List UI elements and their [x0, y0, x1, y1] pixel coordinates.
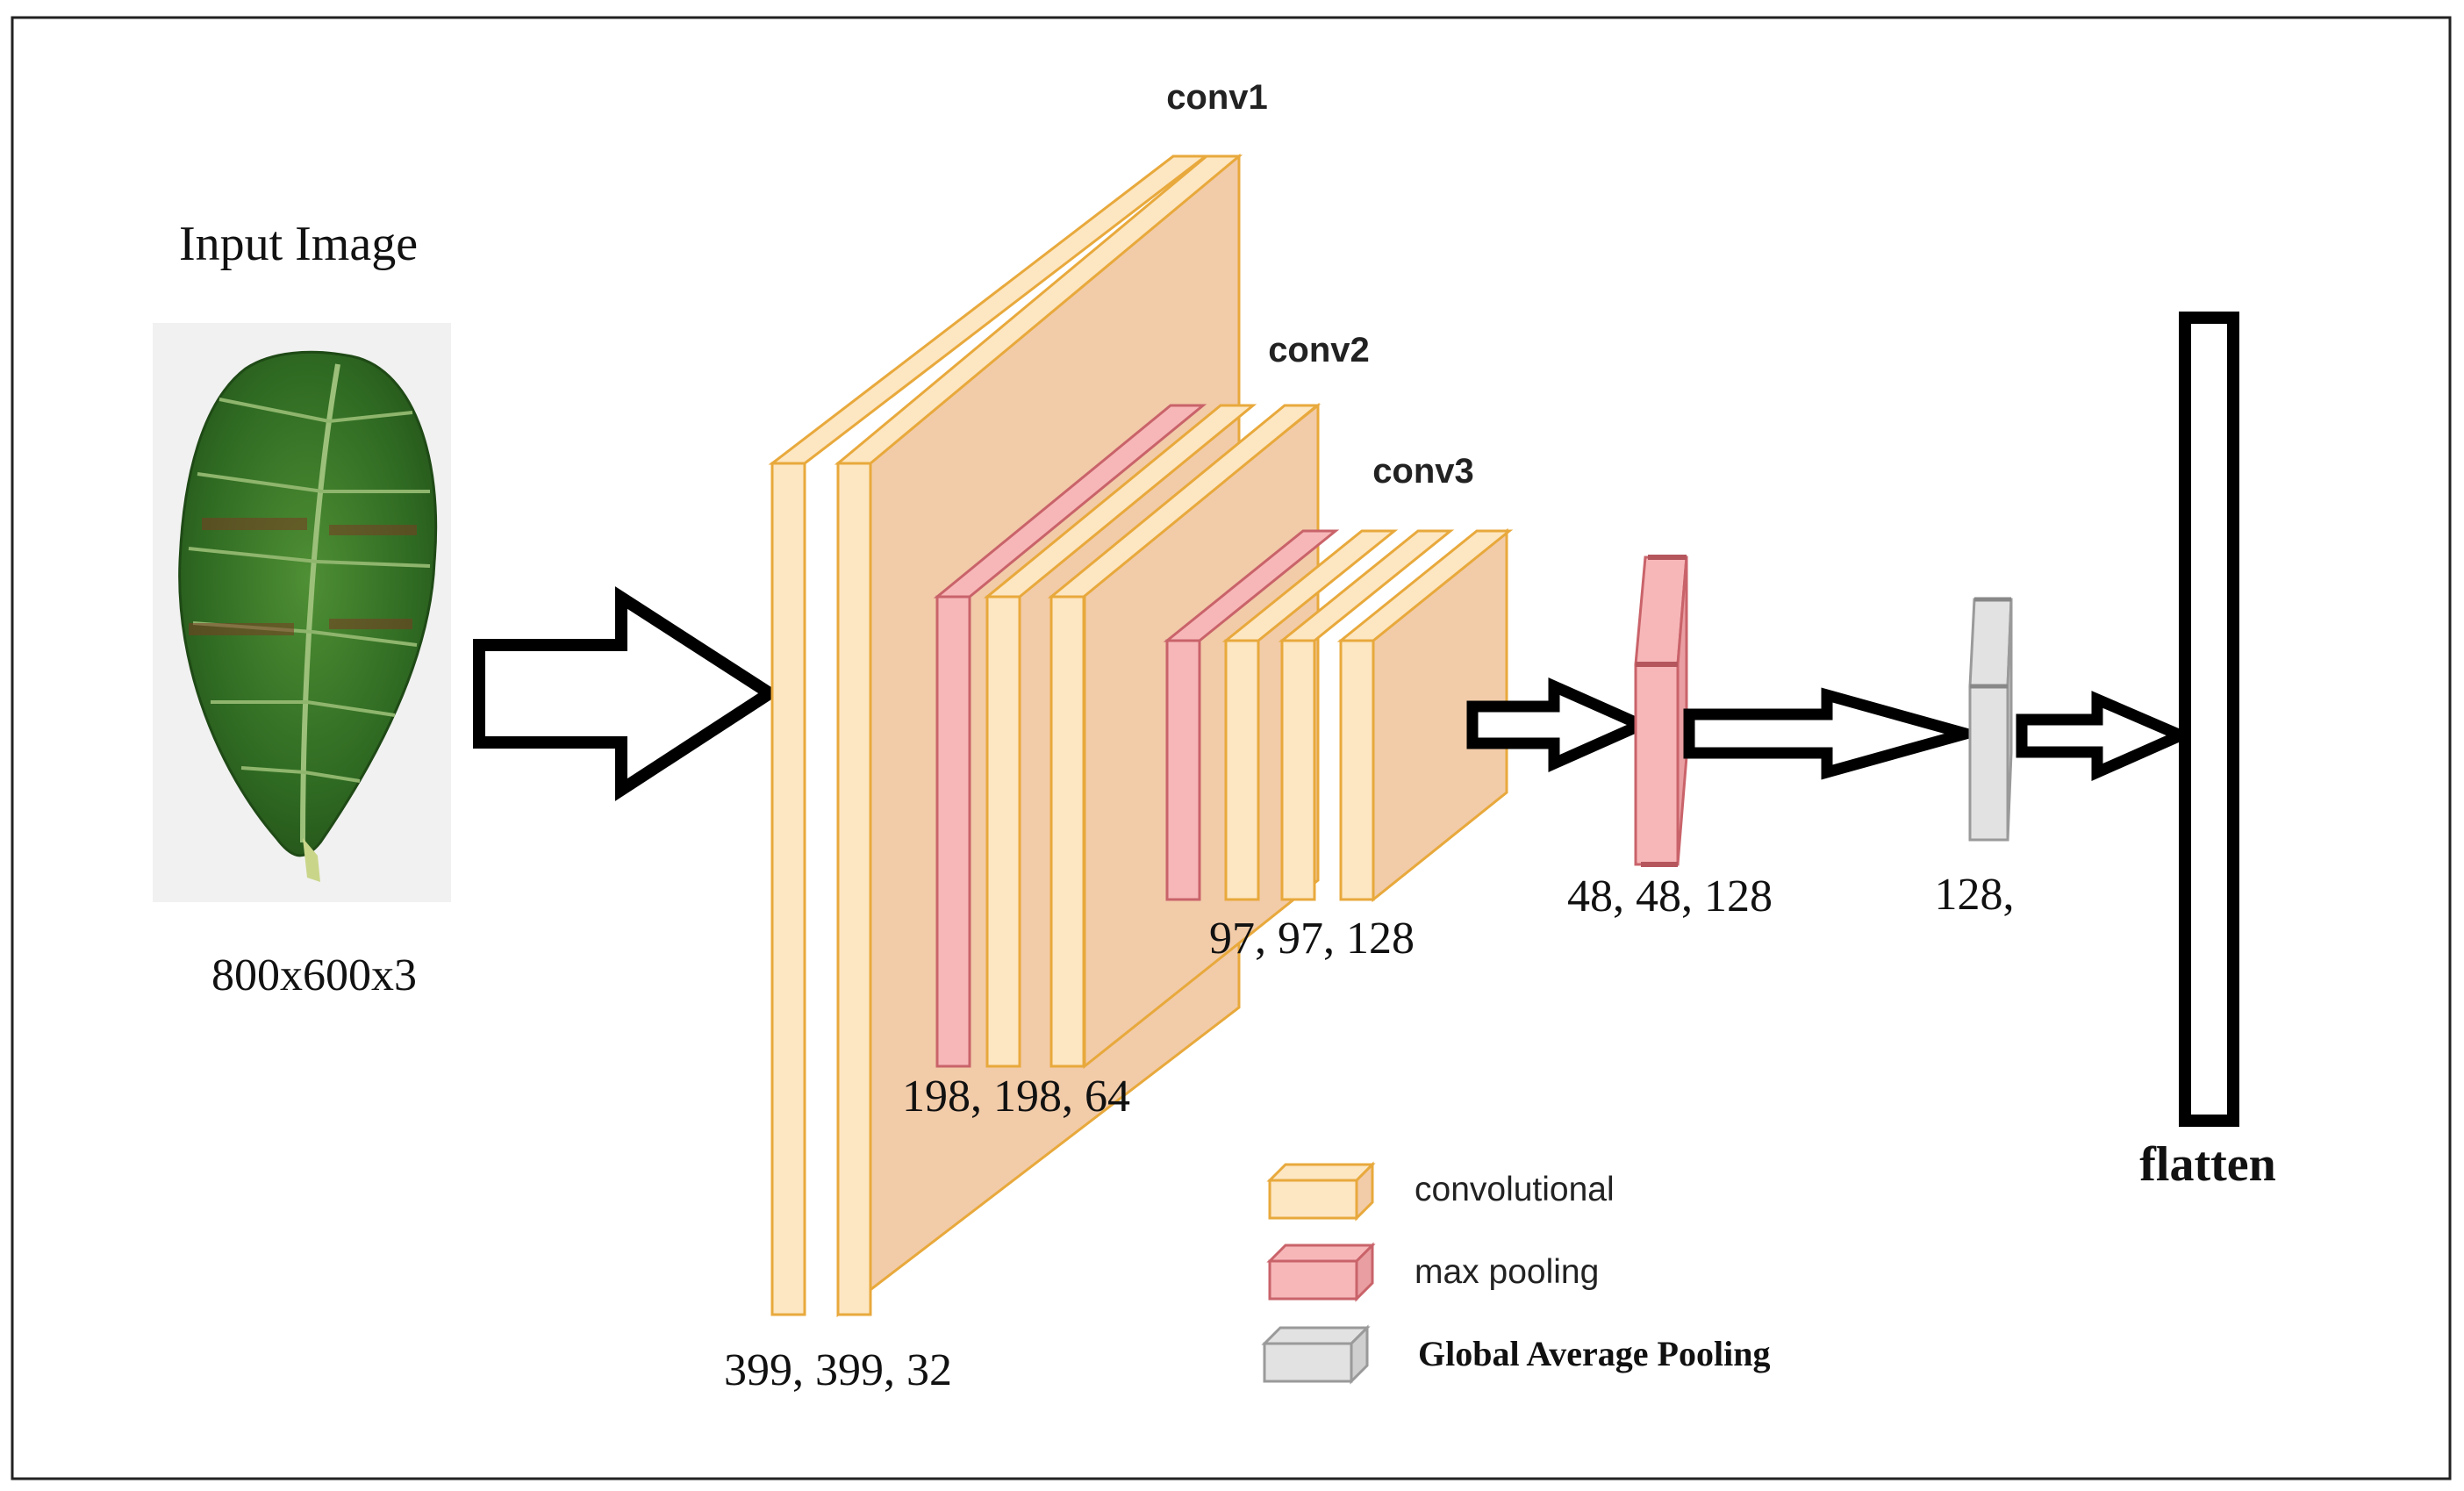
legend: convolutional max pooling Global Average…: [1261, 1161, 1770, 1385]
legend-label-conv: convolutional: [1415, 1171, 1615, 1208]
legend-item-conv: convolutional: [1266, 1161, 1615, 1222]
conv2-dims: 198, 198, 64: [902, 1072, 1130, 1122]
conv3-conv-slab-1: [1221, 529, 1399, 901]
input-dims: 800x600x3: [211, 950, 417, 1000]
legend-label-gap: Global Average Pooling: [1418, 1334, 1770, 1373]
conv1-slab-2: [834, 154, 1243, 1316]
arrow-conv3-to-pool: [1466, 677, 1656, 773]
conv3-conv-slab-3: [1336, 529, 1514, 901]
conv2-pool-slab: [933, 404, 1207, 1068]
conv3-dims: 97, 97, 128: [1209, 914, 1415, 964]
flatten-bar: [2179, 312, 2239, 1127]
leaf-image: [153, 323, 451, 902]
legend-label-pool: max pooling: [1415, 1253, 1599, 1291]
conv1-dims: 399, 399, 32: [724, 1345, 952, 1395]
conv2-conv-slab-1: [983, 404, 1257, 1068]
leaf-blade: [178, 350, 438, 857]
input-title: Input Image: [179, 217, 418, 271]
arrow-gap-to-flatten: [2016, 691, 2195, 781]
conv3-conv-slab-2: [1278, 529, 1455, 901]
pool-layer: [1634, 555, 1688, 867]
flatten-label: flatten: [2139, 1137, 2276, 1192]
conv2-label: conv2: [1268, 331, 1370, 369]
conv2-conv-slab-2: [1047, 404, 1322, 1068]
pool-dims: 48, 48, 128: [1567, 871, 1773, 921]
leaf-stem: [303, 838, 320, 882]
gap-dims: 128,: [1935, 870, 2015, 920]
conv3-label: conv3: [1372, 452, 1474, 491]
arrow-pool-to-gap: [1683, 687, 1988, 780]
conv3-block: [1163, 527, 1514, 903]
legend-item-pool: max pooling: [1266, 1242, 1599, 1302]
input-arrow: [473, 586, 781, 801]
conv1-label: conv1: [1166, 78, 1268, 117]
legend-item-gap: Global Average Pooling: [1261, 1324, 1770, 1385]
gap-layer: [1968, 597, 2013, 842]
conv3-pool-slab: [1163, 529, 1340, 901]
